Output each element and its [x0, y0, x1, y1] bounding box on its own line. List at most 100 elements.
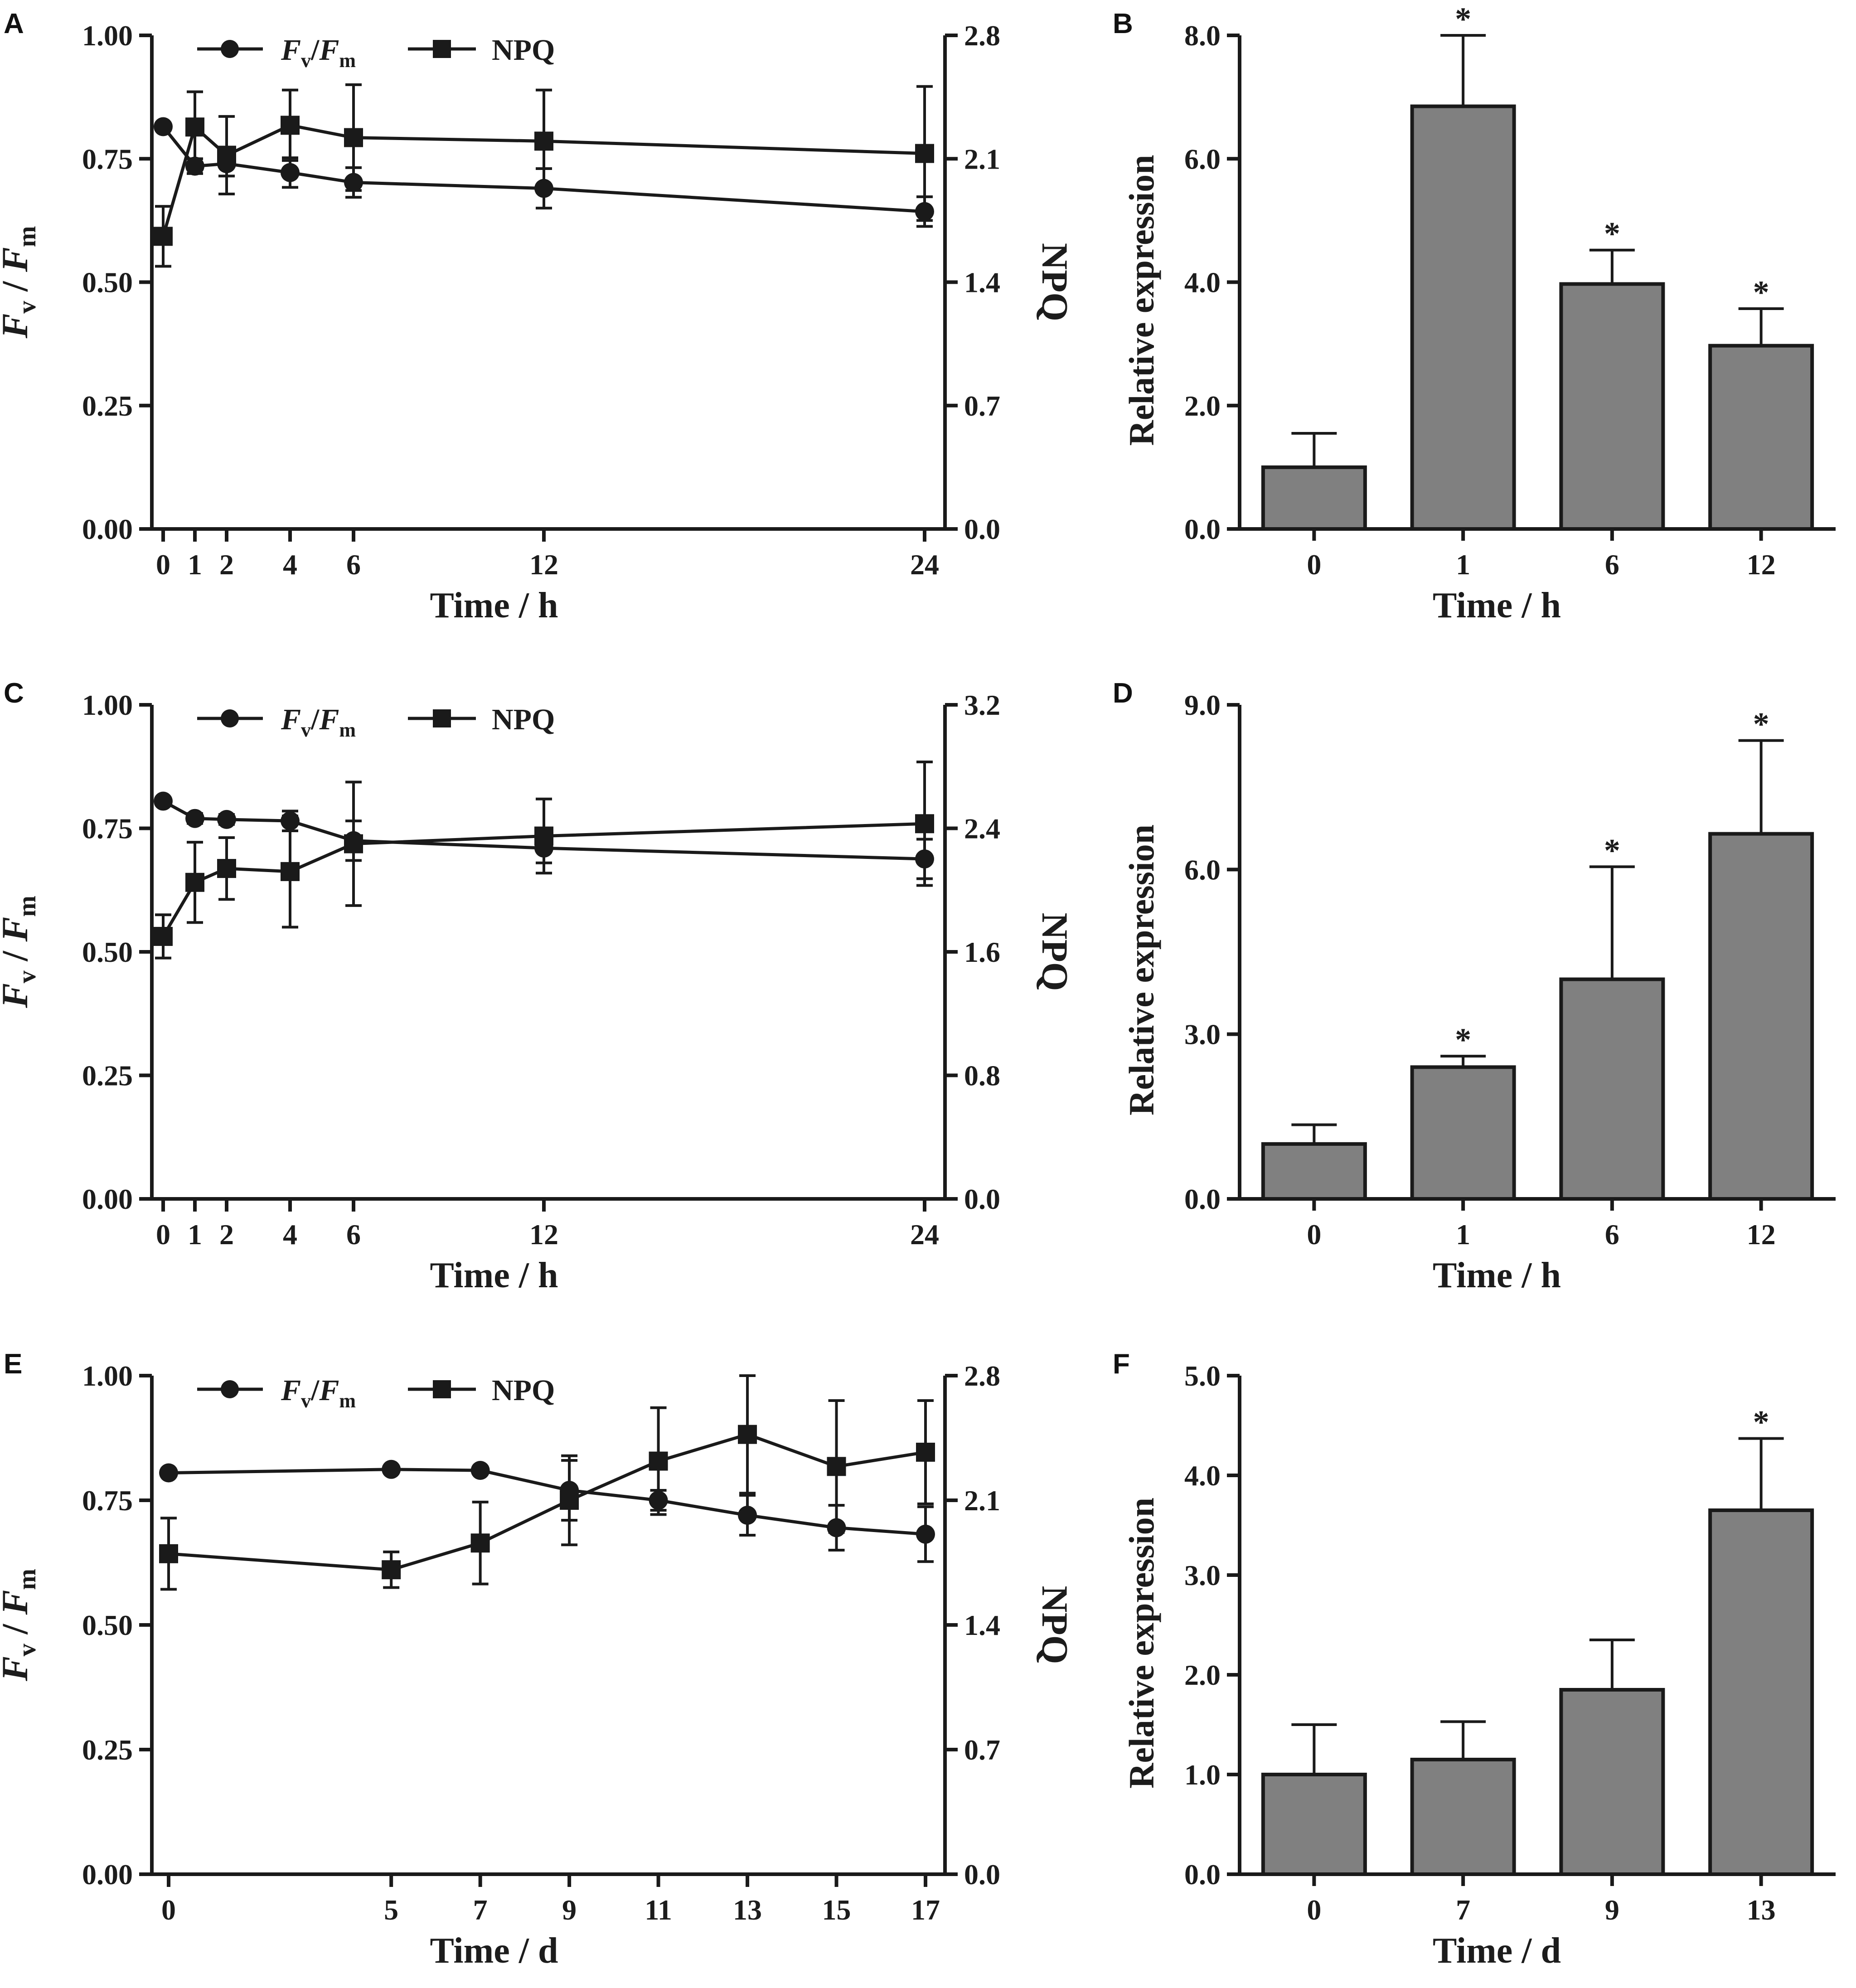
data-point-NPQ: [915, 144, 934, 163]
data-point-NPQ: [916, 1442, 935, 1462]
right-tick-label: 1.4: [964, 267, 1000, 299]
y-axis-title: Relative expression: [1122, 1498, 1161, 1789]
y-tick-label: 9.0: [1184, 689, 1221, 721]
bar-chart-panel-B: B 0.0 2.0 4.0 6.0 8.0 0 * 1 * 6 * 12 Time / h Relative…: [1113, 1, 1836, 625]
right-axis-title: NPQ: [1034, 912, 1076, 991]
series-line-Fv/Fm: [168, 1468, 926, 1536]
legend-fvfm-marker: [221, 709, 239, 727]
data-point-NPQ: [154, 926, 173, 946]
data-point-NPQ: [915, 814, 934, 834]
right-tick-label: 2.8: [964, 1360, 1000, 1392]
x-tick-label: 12: [529, 548, 558, 581]
legend-fvfm-label: Fv/Fm: [281, 1374, 356, 1412]
y-tick-label: 3.0: [1184, 1559, 1221, 1591]
data-point-Fv/Fm: [154, 117, 173, 136]
line-chart-panel-A: A0.000.250.500.751.000.00.71.42.12.80 1 2 4…: [0, 8, 1076, 625]
x-tick-label: 17: [911, 1894, 940, 1926]
y-tick-label: 0.0: [1184, 1858, 1221, 1891]
bar-13: [1708, 1508, 1814, 1876]
x-tick-label: 24: [910, 1218, 939, 1251]
data-point-NPQ: [827, 1457, 846, 1476]
x-tick-label: 7: [1456, 1894, 1470, 1926]
x-tick-label: 6: [346, 1218, 361, 1251]
x-tick-label: 4: [283, 548, 297, 581]
x-tick-label: 1: [188, 548, 202, 581]
x-tick-label: 0: [156, 1218, 170, 1251]
significance-mark: *: [1753, 274, 1769, 310]
y-tick-label: 6.0: [1184, 143, 1221, 175]
data-point-Fv/Fm: [382, 1459, 401, 1479]
significance-mark: *: [1604, 216, 1620, 252]
data-point-Fv/Fm: [738, 1506, 757, 1525]
data-point-Fv/Fm: [217, 810, 236, 829]
right-tick-label: 0.0: [964, 1183, 1000, 1215]
y-axis-title: Relative expression: [1122, 824, 1161, 1115]
bar-6: [1559, 977, 1665, 1201]
data-point-NPQ: [185, 117, 204, 137]
data-point-Fv/Fm: [185, 809, 204, 828]
x-tick-label: 13: [733, 1894, 762, 1926]
y-tick-label: 5.0: [1184, 1360, 1221, 1392]
x-tick-label: 1: [188, 1218, 202, 1251]
data-point-NPQ: [159, 1544, 178, 1563]
y-tick-label: 6.0: [1184, 853, 1221, 886]
left-tick-label: 0.75: [82, 813, 133, 845]
right-tick-label: 0.8: [964, 1060, 1000, 1092]
left-tick-label: 0.75: [82, 143, 133, 175]
panel-label: C: [4, 678, 24, 709]
left-axis-title: Fv / Fm: [0, 896, 41, 1009]
data-point-NPQ: [738, 1425, 757, 1444]
x-tick-label: 6: [346, 548, 361, 581]
significance-mark: *: [1455, 1, 1471, 37]
x-axis-title: Time / h: [430, 1256, 558, 1295]
data-point-NPQ: [281, 862, 300, 881]
data-point-NPQ: [534, 131, 553, 151]
bar-7: [1410, 1758, 1516, 1876]
x-tick-label: 0: [1307, 1894, 1321, 1926]
left-tick-label: 1.00: [82, 689, 133, 721]
right-tick-label: 0.7: [964, 1734, 1000, 1766]
left-tick-label: 0.00: [82, 513, 133, 545]
x-tick-label: 2: [219, 548, 234, 581]
bar-9: [1559, 1688, 1665, 1876]
y-tick-label: 1.0: [1184, 1759, 1221, 1791]
bar-1: [1410, 1065, 1516, 1201]
y-tick-label: 0.0: [1184, 1183, 1221, 1215]
bar-chart-panel-F: F 0.0 1.0 2.0 3.0 4.0 5.0 0 7 9 * 13 Time / d Relativ…: [1113, 1348, 1836, 1971]
right-tick-label: 3.2: [964, 689, 1000, 721]
left-tick-label: 0.50: [82, 936, 133, 968]
y-tick-label: 2.0: [1184, 390, 1221, 422]
left-tick-label: 0.25: [82, 1734, 133, 1766]
x-tick-label: 6: [1605, 548, 1619, 581]
right-axis-title: NPQ: [1034, 243, 1076, 321]
x-tick-label: 12: [529, 1218, 558, 1251]
panel-label: B: [1113, 8, 1133, 39]
right-tick-label: 2.1: [964, 1484, 1000, 1517]
data-point-NPQ: [154, 227, 173, 246]
legend-fvfm-label: Fv/Fm: [281, 703, 356, 741]
x-tick-label: 0: [156, 548, 170, 581]
panel-label: D: [1113, 678, 1133, 709]
data-point-NPQ: [560, 1491, 579, 1510]
x-axis-title: Time / h: [1433, 586, 1561, 625]
right-tick-label: 0.0: [964, 513, 1000, 545]
right-axis-title: NPQ: [1034, 1586, 1076, 1664]
line-chart-panel-C: C0.000.250.500.751.000.00.81.62.43.20 1 2 4…: [0, 678, 1076, 1295]
x-tick-label: 15: [822, 1894, 851, 1926]
x-tick-label: 7: [473, 1894, 488, 1926]
series-line-NPQ: [168, 1432, 926, 1571]
x-axis-title: Time / d: [1433, 1931, 1561, 1971]
x-axis-title: Time / h: [430, 586, 558, 625]
data-point-NPQ: [217, 145, 236, 165]
data-point-NPQ: [344, 834, 363, 853]
y-tick-label: 3.0: [1184, 1018, 1221, 1051]
x-tick-label: 9: [1605, 1894, 1619, 1926]
legend-npq-label: NPQ: [492, 34, 555, 67]
panel-label: F: [1113, 1348, 1130, 1380]
left-tick-label: 0.50: [82, 1609, 133, 1641]
right-tick-label: 1.4: [964, 1609, 1000, 1641]
panel-label: A: [4, 8, 24, 39]
bar-0: [1261, 465, 1367, 531]
y-tick-label: 4.0: [1184, 1459, 1221, 1492]
data-point-NPQ: [344, 128, 363, 147]
